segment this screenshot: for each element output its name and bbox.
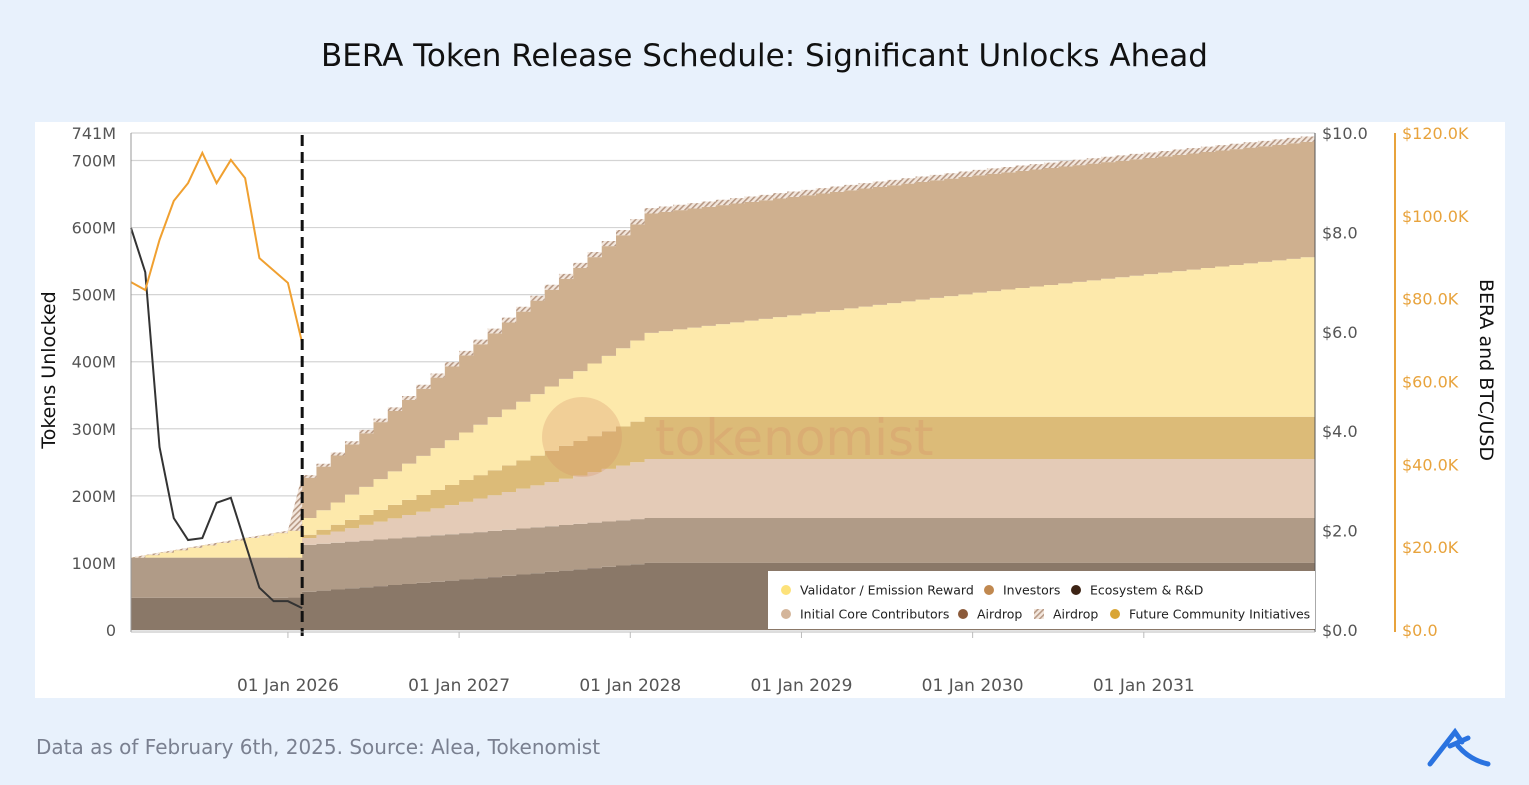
y-tick-label: 100M bbox=[72, 554, 116, 573]
x-tick-label: 01 Jan 2030 bbox=[922, 676, 1024, 696]
legend-dot-icon bbox=[1110, 609, 1120, 619]
y2-tick-label: $4.0 bbox=[1322, 422, 1358, 441]
area-core bbox=[131, 458, 1315, 558]
y2-tick-label: $2.0 bbox=[1322, 522, 1358, 541]
y2-tick-label: $0.0 bbox=[1322, 621, 1358, 640]
y3-tick-label: $40.0K bbox=[1402, 455, 1459, 474]
y3-tick-label: $20.0K bbox=[1402, 538, 1459, 557]
legend-item[interactable]: Airdrop bbox=[958, 607, 1022, 622]
legend-label: Future Community Initiatives bbox=[1129, 607, 1310, 622]
y3-tick-label: $80.0K bbox=[1402, 290, 1459, 309]
y-tick-label: 741M bbox=[72, 124, 116, 143]
y-axis-label: Tokens Unlocked bbox=[38, 291, 60, 449]
y3-tick-label: $0.0 bbox=[1402, 621, 1438, 640]
y3-tick-label: $120.0K bbox=[1402, 124, 1469, 143]
y2-axis-label: BERA and BTC/USD bbox=[1475, 279, 1497, 461]
legend-box bbox=[768, 571, 1315, 629]
y-tick-label: 0 bbox=[106, 621, 116, 640]
legend-label: Validator / Emission Reward bbox=[800, 583, 974, 598]
legend-hatch-icon bbox=[1034, 609, 1044, 619]
legend-dot-icon bbox=[984, 585, 994, 595]
y3-tick-label: $60.0K bbox=[1402, 373, 1459, 392]
legend-label: Ecosystem & R&D bbox=[1090, 583, 1203, 598]
btc-price-line bbox=[130, 150, 304, 344]
watermark: tokenomist bbox=[655, 409, 934, 467]
page-title: BERA Token Release Schedule: Significant… bbox=[321, 38, 1208, 74]
x-tick-label: 01 Jan 2026 bbox=[237, 676, 339, 696]
legend-label: Airdrop bbox=[977, 607, 1022, 622]
area-validator bbox=[131, 255, 1315, 558]
y2-tick-label: $8.0 bbox=[1322, 223, 1358, 242]
y-tick-label: 700M bbox=[72, 151, 116, 170]
y-tick-label: 500M bbox=[72, 286, 116, 305]
legend-item[interactable]: Ecosystem & R&D bbox=[1071, 583, 1203, 598]
legend-label: Airdrop bbox=[1053, 607, 1098, 622]
legend-dot-icon bbox=[781, 609, 791, 619]
x-tick-label: 01 Jan 2029 bbox=[750, 676, 852, 696]
legend-dot-icon bbox=[1071, 585, 1081, 595]
y-tick-label: 400M bbox=[72, 353, 116, 372]
x-tick-label: 01 Jan 2028 bbox=[579, 676, 681, 696]
legend-dot-icon bbox=[781, 585, 791, 595]
legend-item[interactable]: Future Community Initiatives bbox=[1110, 607, 1310, 622]
source-footnote: Data as of February 6th, 2025. Source: A… bbox=[36, 735, 601, 759]
area-future bbox=[131, 416, 1315, 558]
y2-tick-label: $6.0 bbox=[1322, 323, 1358, 342]
watermark-logo bbox=[542, 397, 622, 477]
y-tick-label: 200M bbox=[72, 487, 116, 506]
bera-price-line bbox=[130, 227, 303, 610]
alea-logo bbox=[1427, 727, 1491, 767]
x-tick-label: 01 Jan 2031 bbox=[1093, 676, 1195, 696]
y-tick-label: 300M bbox=[72, 420, 116, 439]
legend: Validator / Emission Reward Investors Ecos… bbox=[768, 571, 1315, 629]
legend-item[interactable]: Validator / Emission Reward bbox=[781, 583, 974, 598]
y2-tick-label: $10.0 bbox=[1322, 124, 1368, 143]
legend-item[interactable]: Airdrop bbox=[1034, 607, 1098, 622]
y-tick-label: 600M bbox=[72, 219, 116, 238]
legend-item[interactable]: Initial Core Contributors bbox=[781, 607, 949, 622]
legend-dot-icon bbox=[958, 609, 968, 619]
area-airdrop bbox=[131, 517, 1315, 598]
legend-label: Initial Core Contributors bbox=[800, 607, 949, 622]
y3-tick-label: $100.0K bbox=[1402, 207, 1469, 226]
area-investors bbox=[131, 140, 1315, 558]
legend-label: Investors bbox=[1003, 583, 1060, 598]
x-tick-label: 01 Jan 2027 bbox=[408, 676, 510, 696]
legend-item[interactable]: Investors bbox=[984, 583, 1060, 598]
